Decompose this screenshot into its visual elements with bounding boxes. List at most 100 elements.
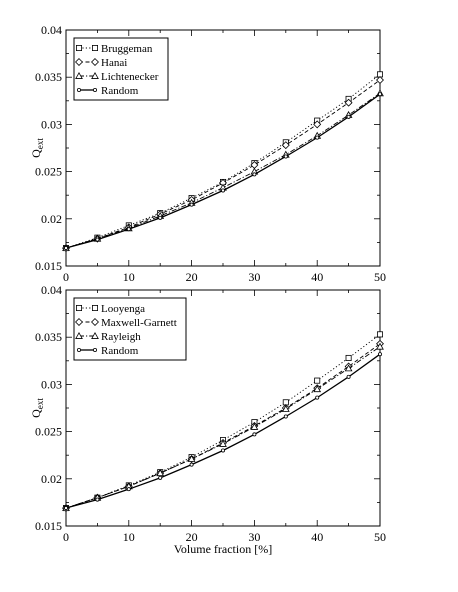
legend-marker [93, 88, 98, 93]
data-point [95, 237, 100, 242]
data-point [187, 454, 196, 462]
y-tick-labels: 0.015 0.02 0.025 0.03 0.035 0.04 [35, 283, 62, 533]
data-point [281, 141, 290, 150]
y-tick-label: 0.025 [35, 425, 62, 439]
x-tick-label: 30 [248, 530, 260, 544]
data-point [283, 154, 288, 159]
data-point [376, 331, 383, 338]
legend-label-random: Random [101, 85, 139, 97]
data-point [189, 462, 194, 467]
y-tick-label: 0.015 [35, 519, 62, 533]
series-layer [62, 71, 384, 253]
x-tick-label: 40 [311, 530, 323, 544]
series-line [65, 92, 381, 249]
legend-label-rayleigh: Rayleigh [101, 331, 141, 343]
axis-ticks [65, 29, 381, 267]
legend: Looyenga Maxwell-Garnett Rayleigh Random [73, 297, 187, 361]
x-tick-label: 10 [123, 530, 135, 544]
data-point [281, 404, 290, 412]
x-tick-label: 20 [186, 270, 198, 284]
x-tick-labels: 0 10 20 30 40 50 [63, 530, 386, 544]
series-line [65, 79, 381, 249]
y-tick-label: 0.035 [35, 330, 62, 344]
y-axis-label-main: Q [29, 149, 43, 158]
series-line [65, 346, 381, 509]
data-point [376, 342, 384, 350]
data-point [313, 120, 322, 129]
x-tick-labels: 0 10 20 30 40 50 [63, 270, 386, 284]
data-point [252, 432, 257, 437]
legend-label-lichtenecker: Lichtenecker [101, 71, 159, 83]
y-axis-label-sub: ext [35, 138, 45, 149]
y-axis-label-main: Q [29, 409, 43, 418]
y-tick-label: 0.02 [41, 212, 62, 226]
y-tick-label: 0.02 [41, 472, 62, 486]
bottom-chart: 0.015 0.02 0.025 0.03 0.035 0.04 0 10 20… [29, 283, 386, 556]
legend-marker [92, 45, 99, 52]
data-point [376, 76, 384, 84]
legend-marker [91, 58, 99, 66]
data-point [126, 227, 131, 232]
data-point [315, 395, 320, 400]
x-tick-label: 20 [186, 530, 198, 544]
y-tick-label: 0.03 [41, 377, 62, 391]
data-point [283, 414, 288, 419]
x-tick-label: 50 [374, 270, 386, 284]
data-point [95, 497, 100, 502]
x-tick-label: 50 [374, 530, 386, 544]
data-point [346, 374, 351, 379]
data-point [377, 92, 382, 97]
top-chart: 0.015 0.02 0.025 0.03 0.035 0.04 0 10 20… [29, 23, 386, 284]
series-line [65, 334, 381, 509]
data-point [219, 439, 227, 447]
legend-marker [91, 318, 99, 326]
y-tick-label: 0.025 [35, 165, 62, 179]
legend: Bruggeman Hanai Lichtenecker Random [73, 37, 169, 101]
legend-marker [93, 347, 98, 352]
legend-label-random: Random [101, 345, 139, 357]
legend-marker [75, 58, 83, 66]
y-tick-label: 0.03 [41, 117, 62, 131]
legend-marker [75, 318, 83, 326]
y-tick-label: 0.04 [41, 23, 62, 37]
legend-samples [75, 45, 99, 93]
legend-marker [75, 71, 83, 79]
legend-marker [75, 331, 83, 339]
data-point [126, 487, 131, 492]
legend-label-looyenga: Looyenga [101, 303, 145, 315]
data-point [344, 364, 353, 372]
x-tick-label: 30 [248, 270, 260, 284]
data-point [64, 506, 69, 511]
y-axis-label: Qext [29, 138, 45, 158]
data-point [377, 352, 382, 357]
data-point [344, 98, 353, 107]
legend-marker [77, 347, 82, 352]
legend-marker [77, 88, 82, 93]
series-line [65, 343, 381, 509]
x-tick-label: 0 [63, 530, 69, 544]
legend-label-hanai: Hanai [101, 57, 127, 69]
y-tick-label: 0.04 [41, 283, 62, 297]
series-layer [62, 331, 384, 513]
x-axis-label: Volume fraction [%] [174, 542, 272, 556]
data-point [346, 114, 351, 119]
y-tick-label: 0.015 [35, 259, 62, 273]
data-point [158, 215, 163, 220]
x-tick-label: 40 [311, 270, 323, 284]
data-point [158, 475, 163, 480]
series-line [65, 353, 381, 509]
data-point [156, 469, 165, 477]
y-tick-labels: 0.015 0.02 0.025 0.03 0.035 0.04 [35, 23, 62, 273]
y-axis-label-sub: ext [35, 398, 45, 409]
series-line [65, 93, 381, 249]
data-point [313, 385, 322, 393]
data-point [314, 377, 321, 384]
x-tick-label: 10 [123, 270, 135, 284]
y-axis-label: Qext [29, 398, 45, 418]
x-tick-label: 0 [63, 270, 69, 284]
legend-marker [91, 71, 99, 79]
data-point [250, 422, 259, 430]
data-point [189, 202, 194, 207]
data-point [315, 135, 320, 140]
